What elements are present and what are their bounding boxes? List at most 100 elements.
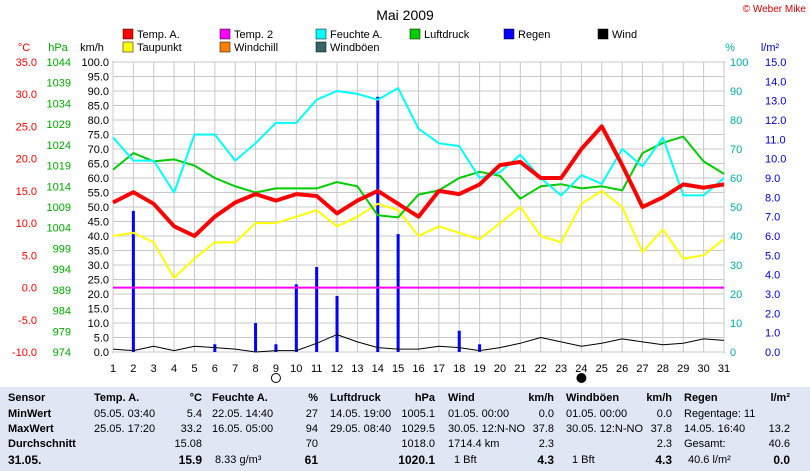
- weather-chart: Mai 2009 © Weber Mike Temp. A. Temp. 2 Feuch…: [12, 4, 807, 383]
- rain-tick-label: 12.0: [765, 115, 786, 127]
- gust-unit: km/h: [646, 392, 672, 404]
- rain-unit: l/m²: [770, 392, 790, 404]
- rain-tick-label: 15.0: [765, 57, 786, 69]
- rain-tick-label: 14.0: [765, 76, 786, 88]
- gust-min-time: 01.05. 00:00: [566, 408, 628, 420]
- statistics-panel: Sensor Temp. A. °C Feuchte A. % Luftdruc…: [0, 387, 810, 471]
- rain-bar: [213, 344, 217, 352]
- new-moon-icon: [576, 373, 587, 383]
- avg-label: Durchschnitt: [8, 438, 76, 450]
- wind-tick-label: 70.0: [88, 144, 109, 156]
- temp-min-value: 5.4: [186, 408, 202, 420]
- rain-bar: [274, 344, 278, 352]
- x-tick-label: 15: [392, 363, 404, 375]
- pressure-unit: hPa: [414, 392, 435, 404]
- humidity-tick-label: 0: [730, 347, 736, 359]
- wind-tick-label: 0.0: [94, 347, 109, 359]
- wind-tick-label: 10.0: [88, 318, 109, 330]
- legend-label: Temp. A.: [137, 29, 180, 41]
- gust-average: 2.3: [656, 438, 672, 450]
- pressure-axis-unit: hPa: [48, 42, 68, 54]
- rain-tick-label: 6.0: [765, 231, 780, 243]
- humidity-axis-unit: %: [725, 42, 735, 54]
- pressure-tick-label: 1004: [47, 223, 71, 235]
- wind-tick-label: 20.0: [88, 289, 109, 301]
- chart-title: Mai 2009: [376, 7, 434, 23]
- temp-tick-label: 30.0: [16, 89, 37, 101]
- wind-tick-label: 65.0: [88, 159, 109, 171]
- pressure-tick-label: 979: [53, 326, 71, 338]
- x-tick-label: 6: [212, 363, 218, 375]
- wind-tick-label: 50.0: [88, 202, 109, 214]
- rain-bar: [335, 295, 339, 352]
- legend-swatch: [409, 28, 421, 40]
- x-tick-label: 5: [191, 363, 197, 375]
- pressure-tick-label: 994: [53, 264, 71, 276]
- temp-unit: °C: [189, 392, 202, 404]
- temp-current: 15.9: [178, 453, 202, 467]
- x-tick-label: 18: [453, 363, 465, 375]
- gust-min-value: 0.0: [656, 408, 672, 420]
- temp-tick-label: 35.0: [16, 57, 37, 69]
- temp-average: 15.08: [174, 438, 202, 450]
- rain-tick-label: 0.0: [765, 347, 780, 359]
- humidity-tick-label: 60: [730, 173, 742, 185]
- max-label: MaxWert: [8, 423, 54, 435]
- rain-tick-label: 10.0: [765, 154, 786, 166]
- legend-label: Regen: [518, 29, 550, 41]
- pressure-tick-label: 1009: [47, 202, 71, 214]
- x-tick-label: 25: [596, 363, 608, 375]
- rain-max-time: 14.05. 16:40: [684, 423, 746, 435]
- wind-tick-label: 45.0: [88, 217, 109, 229]
- humidity-tick-label: 20: [730, 289, 742, 301]
- wind-distance: 1714.4 km: [448, 438, 500, 450]
- wind-tick-label: 60.0: [88, 173, 109, 185]
- humidity-unit: %: [308, 392, 318, 404]
- rain-tick-label: 5.0: [765, 250, 780, 262]
- wind-tick-label: 95.0: [88, 72, 109, 84]
- rain-bar: [294, 284, 298, 352]
- x-tick-label: 8: [253, 363, 259, 375]
- pressure-line: [112, 135, 725, 219]
- temp-tick-label: 5.0: [22, 250, 37, 262]
- wind-tick-label: 35.0: [88, 246, 109, 258]
- rain-max-value: 13.2: [768, 423, 790, 435]
- x-tick-label: 23: [555, 363, 567, 375]
- legend-label: Temp. 2: [234, 29, 273, 41]
- pressure-max-time: 29.05. 08:40: [330, 423, 392, 435]
- x-tick-label: 29: [677, 363, 689, 375]
- humidity-current: 61: [304, 453, 318, 467]
- wind-min-value: 0.0: [538, 408, 554, 420]
- humidity-tick-label: 40: [730, 231, 742, 243]
- pressure-tick-label: 999: [53, 243, 71, 255]
- copyright-text: © Weber Mike: [743, 4, 807, 15]
- x-tick-label: 9: [273, 363, 279, 375]
- pressure-tick-label: 974: [53, 347, 71, 359]
- x-tick-label: 22: [535, 363, 547, 375]
- wind-tick-label: 15.0: [88, 304, 109, 316]
- date-label: 31.05.: [8, 453, 42, 467]
- wind-beaufort: 1 Bft: [454, 454, 477, 466]
- humidity-max-value: 94: [305, 423, 318, 435]
- pressure-tick-label: 1044: [47, 57, 71, 69]
- legend-label: Feuchte A.: [330, 29, 383, 41]
- wind-tick-label: 30.0: [88, 260, 109, 272]
- wind-tick-label: 80.0: [88, 115, 109, 127]
- rain-tick-label: 9.0: [765, 173, 780, 185]
- wind-tick-label: 25.0: [88, 275, 109, 287]
- x-tick-label: 27: [636, 363, 648, 375]
- humidity-absolute: 8.33 g/m³: [215, 454, 262, 466]
- humidity-tick-label: 100: [730, 57, 748, 69]
- temp-tick-label: 0.0: [22, 283, 37, 295]
- wind-tick-label: 75.0: [88, 130, 109, 142]
- humidity-line: [112, 87, 725, 197]
- x-tick-label: 20: [494, 363, 506, 375]
- rain-tick-label: 11.0: [765, 134, 786, 146]
- rain-tick-label: 8.0: [765, 192, 780, 204]
- wind-tick-label: 90.0: [88, 86, 109, 98]
- temp-axis-unit: °C: [18, 42, 30, 54]
- rain-header: Regen: [684, 392, 718, 404]
- x-tick-label: 31: [718, 363, 730, 375]
- x-tick-label: 10: [290, 363, 302, 375]
- temp-tick-label: 10.0: [16, 218, 37, 230]
